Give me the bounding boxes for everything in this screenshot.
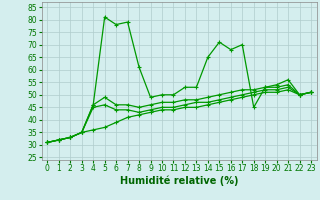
X-axis label: Humidité relative (%): Humidité relative (%) — [120, 176, 238, 186]
